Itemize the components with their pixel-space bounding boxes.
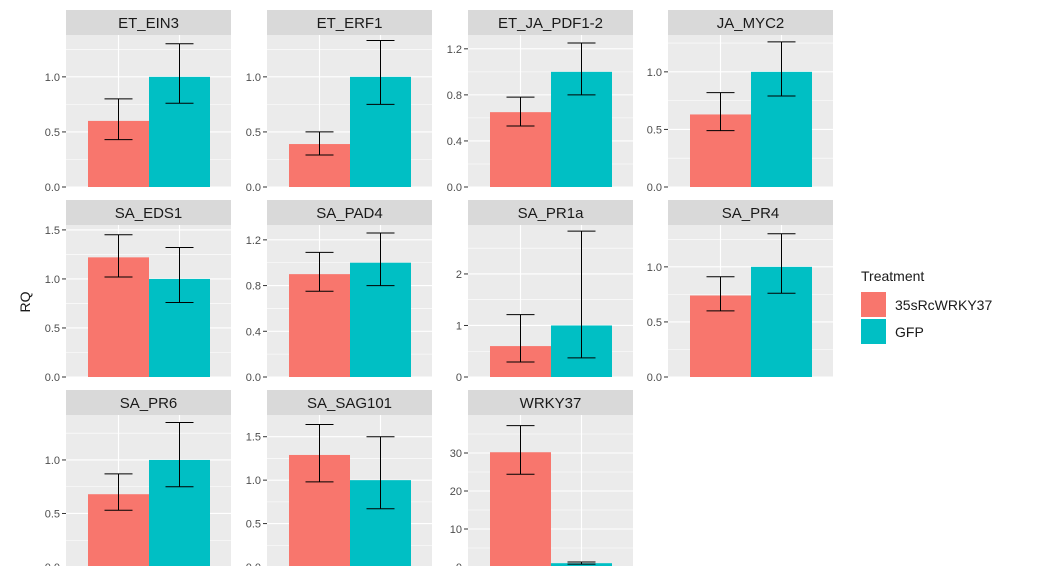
facet-title: WRKY37 bbox=[520, 395, 582, 412]
y-tick-label: 0.4 bbox=[246, 326, 261, 338]
y-tick-label: 1.5 bbox=[246, 432, 261, 444]
y-tick-label: 0.0 bbox=[45, 562, 60, 566]
facet-strip bbox=[267, 200, 432, 225]
y-tick-label: 0.0 bbox=[45, 182, 60, 194]
facet-strip bbox=[66, 390, 231, 415]
facet-title: SA_PAD4 bbox=[316, 205, 382, 222]
facet-title: ET_ERF1 bbox=[317, 15, 383, 32]
y-tick-label: 20 bbox=[450, 486, 462, 498]
y-tick-label: 0.0 bbox=[246, 562, 261, 566]
facet-strip bbox=[468, 10, 633, 35]
facet-panel: WRKY37 0 10 20 30 bbox=[450, 390, 633, 566]
y-axis-label: RQ bbox=[17, 291, 33, 312]
y-tick-label: 0.5 bbox=[45, 323, 60, 335]
facet-title: ET_JA_PDF1-2 bbox=[498, 15, 603, 32]
facet-title: ET_EIN3 bbox=[118, 15, 179, 32]
facet-strip bbox=[668, 10, 833, 35]
y-tick-label: 1.0 bbox=[45, 455, 60, 467]
legend-swatch bbox=[861, 292, 886, 317]
y-tick-label: 2 bbox=[456, 269, 462, 281]
y-tick-label: 0.0 bbox=[647, 182, 662, 194]
y-tick-label: 0.5 bbox=[246, 519, 261, 531]
facet-panel: SA_EDS1 0.0 0.5 1.0 1.5 bbox=[45, 200, 231, 384]
y-tick-label: 0.0 bbox=[647, 372, 662, 384]
facet-panel: ET_JA_PDF1-2 0.0 0.4 0.8 1.2 bbox=[447, 10, 633, 194]
y-tick-label: 1.2 bbox=[246, 235, 261, 247]
y-tick-label: 0.5 bbox=[45, 508, 60, 520]
legend-label: GFP bbox=[895, 324, 924, 340]
facet-strip bbox=[267, 390, 432, 415]
facet-strip bbox=[66, 10, 231, 35]
facet-strip bbox=[668, 200, 833, 225]
facet-title: SA_PR1a bbox=[518, 205, 585, 222]
facet-strip bbox=[468, 390, 633, 415]
facet-panel: ET_ERF1 0.0 0.5 1.0 bbox=[246, 10, 432, 194]
y-tick-label: 0.0 bbox=[246, 182, 261, 194]
facet-panel: ET_EIN3 0.0 0.5 1.0 bbox=[45, 10, 231, 194]
facet-strip bbox=[267, 10, 432, 35]
y-tick-label: 1.0 bbox=[45, 274, 60, 286]
legend-swatch bbox=[861, 319, 886, 344]
facet-panel: SA_PR1a 0 1 2 bbox=[456, 200, 633, 384]
y-tick-label: 1.5 bbox=[45, 225, 60, 237]
y-tick-label: 1.0 bbox=[246, 475, 261, 487]
y-tick-label: 0 bbox=[456, 562, 462, 566]
y-tick-label: 0.5 bbox=[647, 317, 662, 329]
y-tick-label: 0.5 bbox=[647, 124, 662, 136]
facet-panel: SA_SAG101 0.0 0.5 1.0 1.5 bbox=[246, 390, 432, 566]
y-tick-label: 0.0 bbox=[447, 182, 462, 194]
facet-panel: SA_PR4 0.0 0.5 1.0 bbox=[647, 200, 833, 384]
y-tick-label: 1.0 bbox=[647, 262, 662, 274]
y-tick-label: 0 bbox=[456, 372, 462, 384]
facet-title: SA_SAG101 bbox=[307, 395, 392, 412]
y-tick-label: 0.5 bbox=[45, 127, 60, 139]
y-tick-label: 0.4 bbox=[447, 136, 462, 148]
facet-panel: SA_PR6 0.0 0.5 1.0 bbox=[45, 390, 231, 566]
y-tick-label: 1.0 bbox=[647, 67, 662, 79]
facet-strip bbox=[66, 200, 231, 225]
y-tick-label: 0.8 bbox=[246, 281, 261, 293]
y-tick-label: 10 bbox=[450, 524, 462, 536]
y-tick-label: 1.2 bbox=[447, 44, 462, 56]
y-tick-label: 1.0 bbox=[246, 72, 261, 84]
legend: Treatment 35sRcWRKY37 GFP bbox=[861, 268, 992, 344]
y-tick-label: 0.0 bbox=[246, 372, 261, 384]
legend-label: 35sRcWRKY37 bbox=[895, 297, 992, 313]
facet-title: JA_MYC2 bbox=[717, 15, 785, 32]
facet-strip bbox=[468, 200, 633, 225]
y-tick-label: 0.8 bbox=[447, 90, 462, 102]
y-tick-label: 0.5 bbox=[246, 127, 261, 139]
y-tick-label: 0.0 bbox=[45, 372, 60, 384]
bar bbox=[551, 563, 612, 566]
y-tick-label: 1.0 bbox=[45, 72, 60, 84]
facet-title: SA_EDS1 bbox=[115, 205, 183, 222]
y-tick-label: 30 bbox=[450, 448, 462, 460]
y-tick-label: 1 bbox=[456, 320, 462, 332]
facet-title: SA_PR6 bbox=[120, 395, 178, 412]
facet-panel: SA_PAD4 0.0 0.4 0.8 1.2 bbox=[246, 200, 432, 384]
facet-title: SA_PR4 bbox=[722, 205, 780, 222]
legend-title: Treatment bbox=[861, 268, 924, 284]
facet-panel: JA_MYC2 0.0 0.5 1.0 bbox=[647, 10, 833, 194]
